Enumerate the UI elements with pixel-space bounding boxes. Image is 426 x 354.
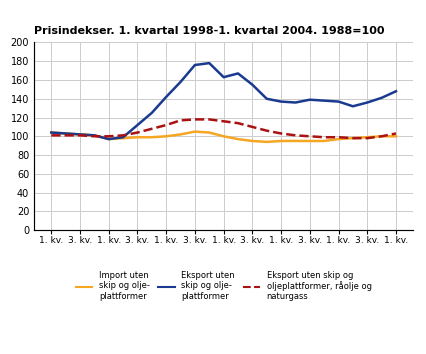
Legend: Import uten
skip og olje-
plattformer, Eksport uten
skip og olje-
plattformer, E: Import uten skip og olje- plattformer, E… bbox=[72, 267, 375, 305]
Text: Prisindekser. 1. kvartal 1998-1. kvartal 2004. 1988=100: Prisindekser. 1. kvartal 1998-1. kvartal… bbox=[34, 26, 385, 36]
